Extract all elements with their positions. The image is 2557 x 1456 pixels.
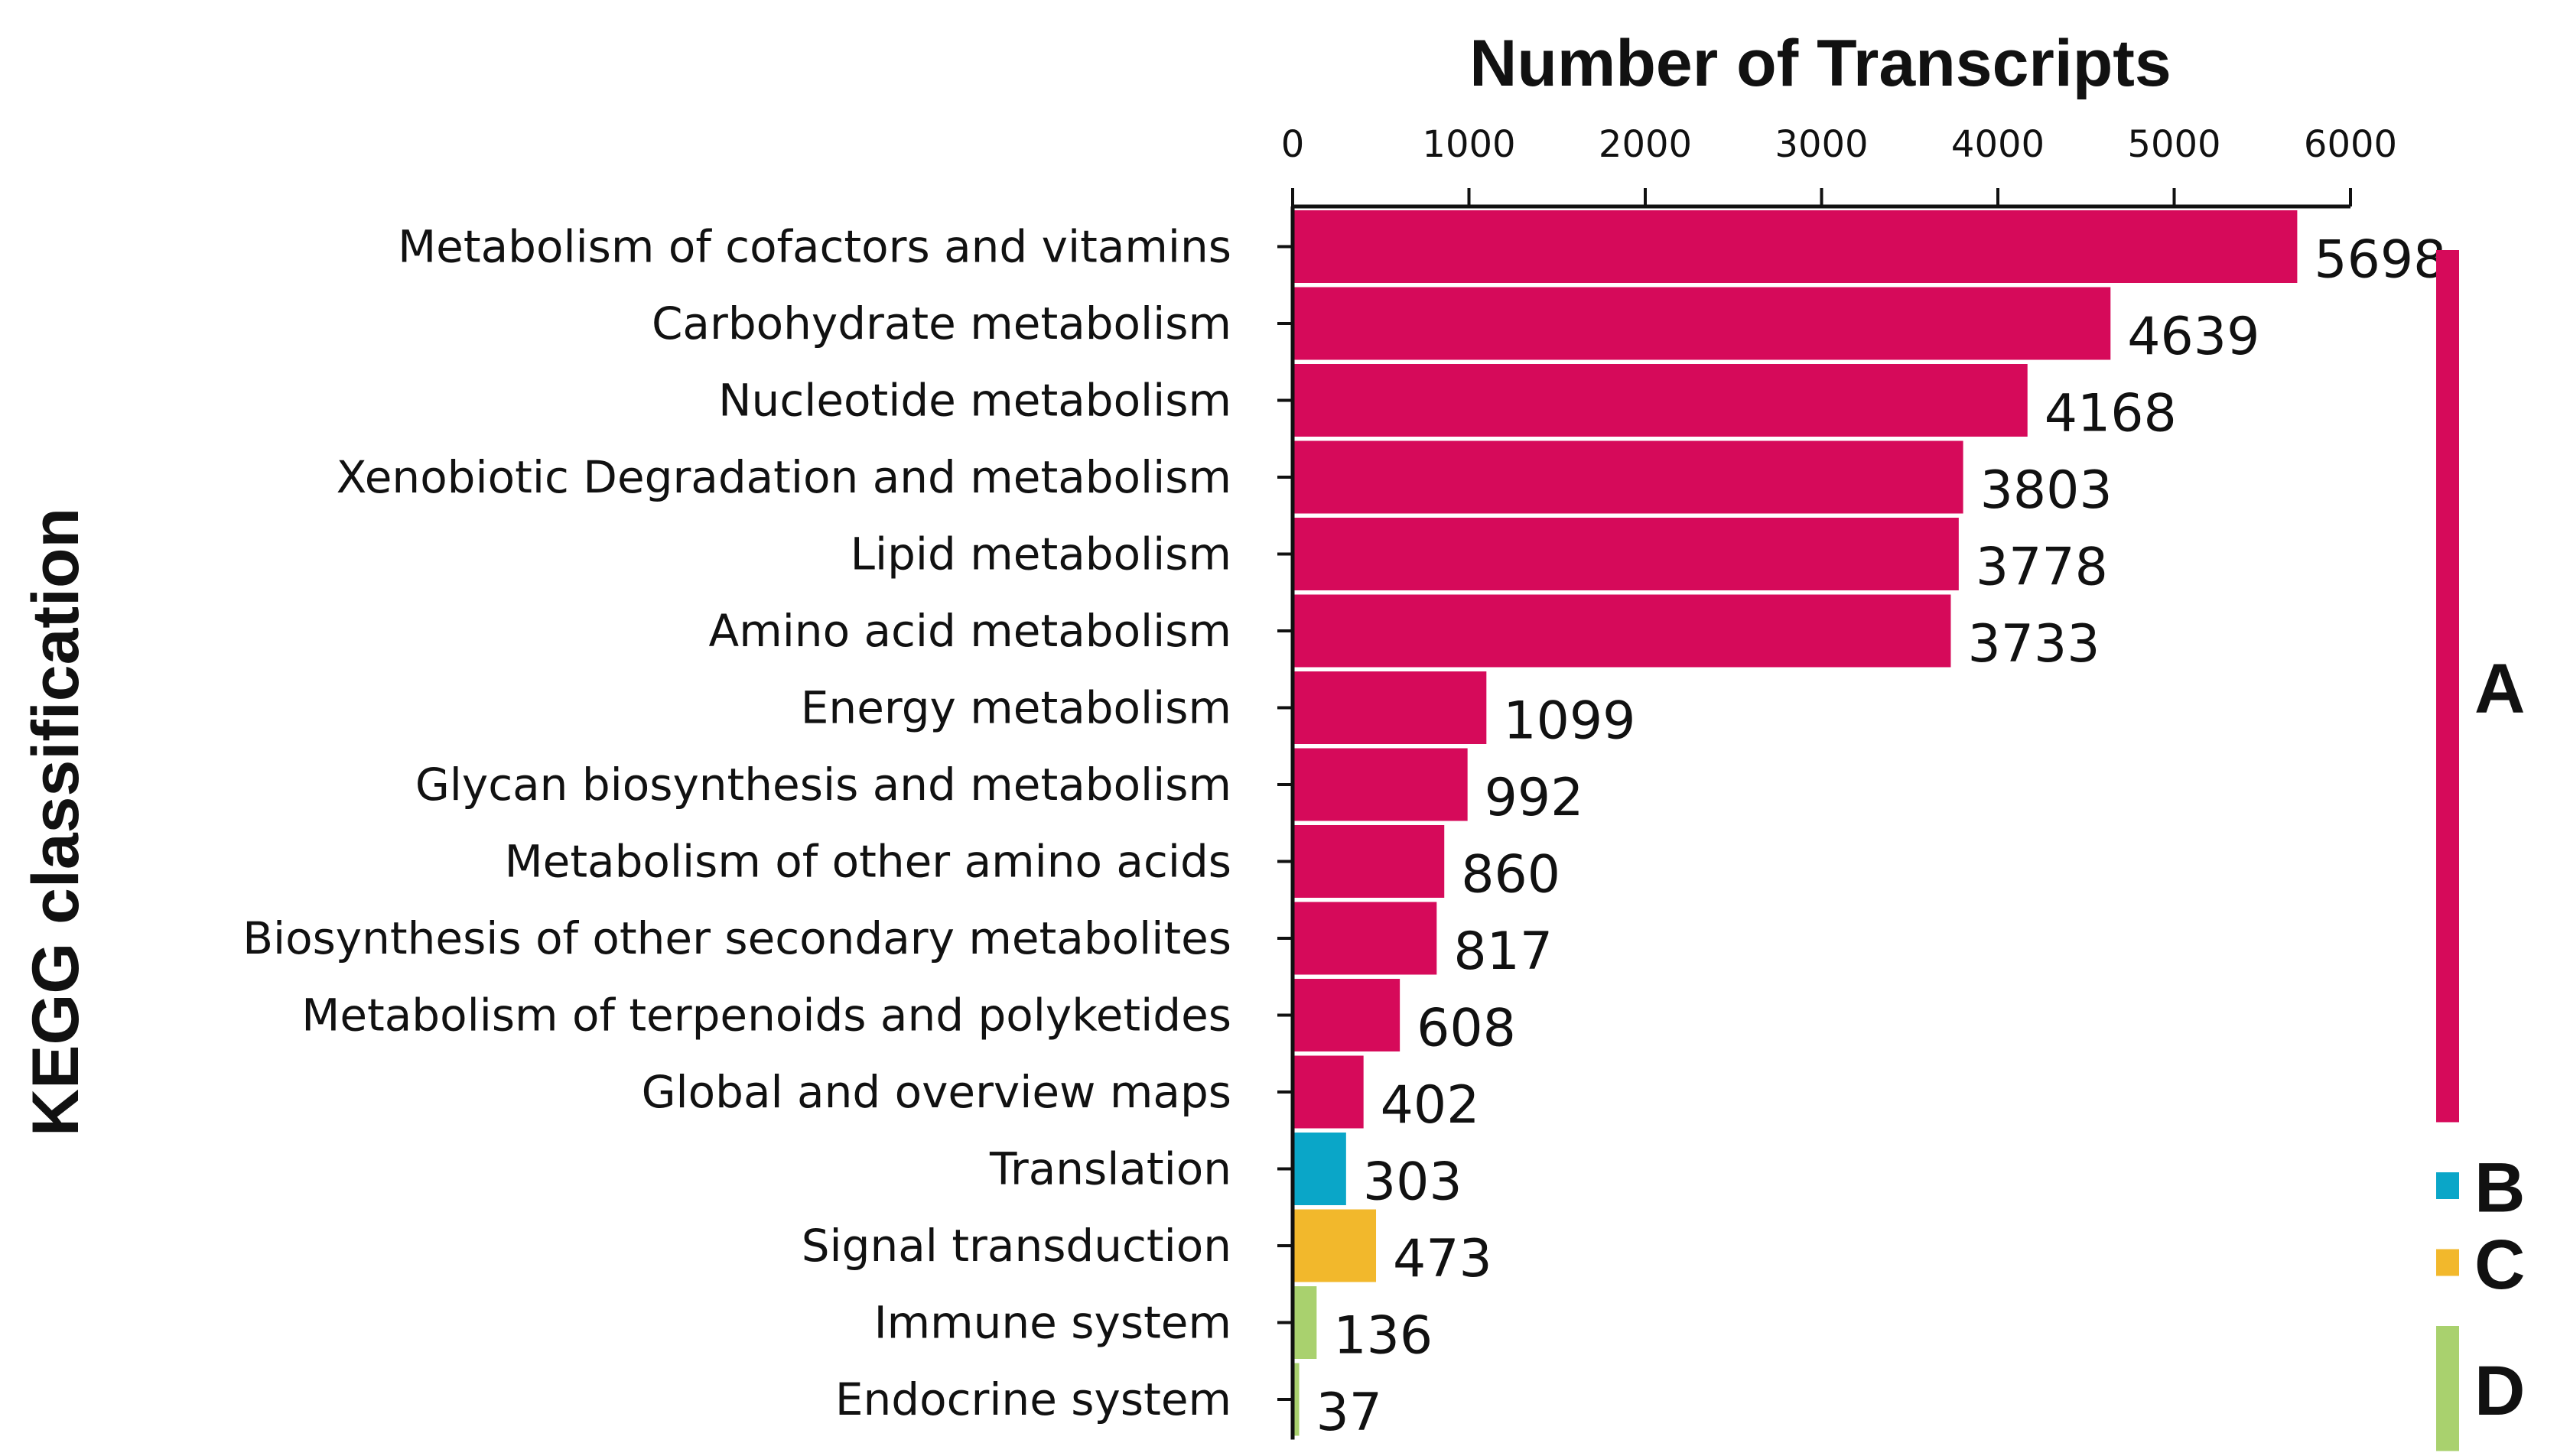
bar	[1293, 1209, 1377, 1282]
value-label: 3803	[1980, 460, 2113, 521]
category-label: Metabolism of other amino acids	[505, 836, 1231, 888]
category-label: Glycan biosynthesis and metabolism	[415, 759, 1231, 811]
group-bar	[2436, 250, 2459, 1123]
category-label: Immune system	[874, 1297, 1231, 1349]
value-label: 402	[1381, 1075, 1480, 1136]
category-label: Xenobiotic Degradation and metabolism	[337, 451, 1231, 503]
value-label: 817	[1453, 921, 1553, 982]
bar	[1293, 825, 1445, 898]
group-label: A	[2474, 649, 2525, 727]
category-label: Metabolism of cofactors and vitamins	[398, 221, 1231, 273]
value-label: 608	[1417, 999, 1516, 1059]
category-label: Translation	[989, 1143, 1231, 1195]
bars	[1293, 210, 2298, 1436]
bar	[1293, 902, 1437, 975]
category-label: Endocrine system	[835, 1373, 1231, 1425]
value-label: 1099	[1503, 691, 1635, 752]
value-label: 136	[1333, 1306, 1433, 1367]
x-tick-label: 4000	[1951, 123, 2045, 166]
x-tick-label: 2000	[1599, 123, 1692, 166]
value-label: 5698	[2314, 230, 2446, 291]
category-label: Biosynthesis of other secondary metaboli…	[242, 912, 1231, 964]
bar	[1293, 671, 1487, 744]
bar	[1293, 594, 1951, 668]
category-label: Energy metabolism	[801, 682, 1231, 734]
x-axis-ticks: 0 1000 2000 3000 4000 5000 6000	[1281, 123, 2397, 206]
category-label: Amino acid metabolism	[709, 605, 1231, 657]
category-label: Signal transduction	[802, 1220, 1231, 1272]
value-label: 4168	[2045, 384, 2177, 444]
bar	[1293, 979, 1400, 1051]
value-label: 4639	[2127, 307, 2259, 367]
axes	[1277, 204, 2350, 1440]
value-label: 992	[1485, 768, 1584, 828]
x-tick-label: 0	[1281, 123, 1305, 166]
group-label: C	[2474, 1226, 2525, 1304]
x-axis-title: Number of Transcripts	[1469, 27, 2171, 100]
value-label: 473	[1393, 1229, 1492, 1289]
bar	[1293, 1363, 1300, 1436]
x-tick-label: 5000	[2127, 123, 2220, 166]
y-axis-title: KEGG classification	[19, 508, 93, 1136]
value-label: 3778	[1976, 538, 2108, 598]
bar	[1293, 287, 2111, 360]
value-label: 303	[1363, 1152, 1462, 1213]
category-label: Nucleotide metabolism	[718, 375, 1231, 427]
category-label: Lipid metabolism	[851, 528, 1231, 580]
value-label: 860	[1461, 845, 1560, 905]
group-bar	[2436, 1249, 2459, 1276]
x-tick-label: 1000	[1422, 123, 1515, 166]
value-labels: 5698 4639 4168 3803 3778 3733 1099 992 860 817 608…	[1316, 230, 2447, 1444]
group-label: B	[2474, 1149, 2525, 1227]
bar	[1293, 364, 2028, 437]
category-label: Global and overview maps	[642, 1066, 1231, 1118]
value-label: 3733	[1967, 614, 2100, 674]
group-bar	[2436, 1172, 2459, 1199]
bar	[1293, 210, 2298, 283]
x-tick-label: 6000	[2304, 123, 2397, 166]
bar	[1293, 1133, 1346, 1205]
x-tick-label: 3000	[1775, 123, 1868, 166]
bar	[1293, 518, 1959, 590]
value-label: 37	[1316, 1383, 1383, 1443]
group-brackets: A BCD	[2436, 250, 2525, 1451]
category-label: Carbohydrate metabolism	[652, 297, 1231, 349]
bar	[1293, 440, 1963, 514]
category-labels: Metabolism of cofactors and vitamins Carb…	[242, 221, 1231, 1426]
bar	[1293, 1055, 1364, 1129]
group-label: D	[2474, 1352, 2525, 1430]
group-bar	[2436, 1326, 2459, 1451]
category-label: Metabolism of terpenoids and polyketides	[301, 990, 1231, 1042]
bar	[1293, 1286, 1317, 1359]
bar	[1293, 748, 1468, 821]
